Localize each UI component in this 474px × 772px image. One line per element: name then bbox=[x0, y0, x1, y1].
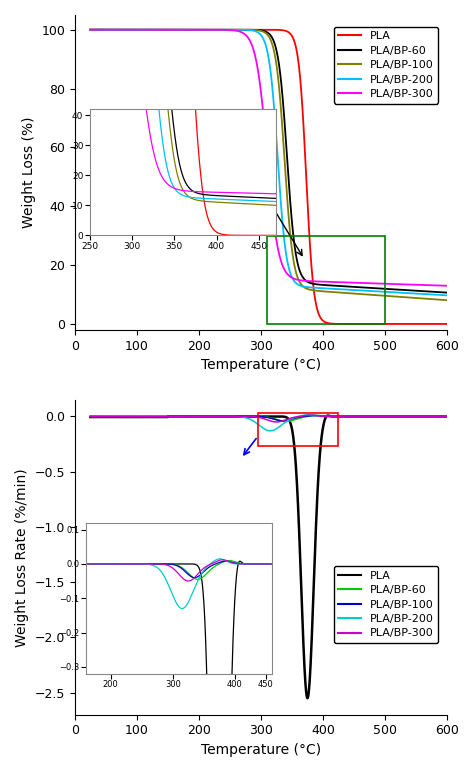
Bar bbox=[258, 413, 338, 446]
X-axis label: Temperature (°C): Temperature (°C) bbox=[201, 743, 321, 757]
Y-axis label: Weight Loss (%): Weight Loss (%) bbox=[22, 117, 36, 229]
Bar bbox=[267, 235, 385, 324]
Legend: PLA, PLA/BP-60, PLA/BP-100, PLA/BP-200, PLA/BP-300: PLA, PLA/BP-60, PLA/BP-100, PLA/BP-200, … bbox=[334, 566, 438, 643]
X-axis label: Temperature (°C): Temperature (°C) bbox=[201, 358, 321, 372]
Y-axis label: Weight Loss Rate (%/min): Weight Loss Rate (%/min) bbox=[15, 468, 29, 647]
Legend: PLA, PLA/BP-60, PLA/BP-100, PLA/BP-200, PLA/BP-300: PLA, PLA/BP-60, PLA/BP-100, PLA/BP-200, … bbox=[334, 27, 438, 103]
